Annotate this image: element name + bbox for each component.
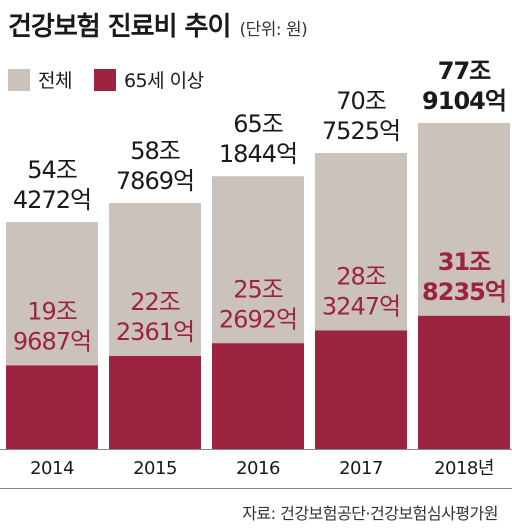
chart-header: 건강보험 진료비 추이 (단위: 원)	[8, 6, 308, 43]
label-total-2014-1: 4272억	[13, 186, 91, 214]
x-tick-2017: 2017	[339, 458, 383, 479]
label-total-2014-0: 54조	[27, 156, 77, 184]
unit-label: (단위: 원)	[239, 20, 308, 40]
bar-senior-2017	[315, 330, 407, 449]
legend-swatch-senior	[93, 68, 116, 91]
label-total-2018년-1: 9104억	[422, 87, 506, 115]
bar-senior-2014	[6, 365, 98, 449]
label-senior-2014-0: 19조	[27, 297, 77, 325]
source-note: 자료: 건강보험공단·건강보험심사평가원	[242, 504, 498, 523]
label-senior-2015-0: 22조	[130, 288, 180, 316]
label-senior-2017-1: 3247억	[322, 292, 400, 320]
label-senior-2018년-1: 8235억	[422, 278, 506, 306]
legend-swatch-total	[8, 68, 30, 91]
label-total-2016-0: 65조	[233, 110, 283, 138]
x-tick-2015: 2015	[133, 458, 177, 479]
label-total-2018년-0: 77조	[438, 57, 491, 85]
bar-senior-2018년	[418, 315, 510, 449]
bar-senior-2016	[212, 343, 304, 449]
label-senior-2014-1: 9687억	[13, 327, 91, 355]
label-senior-2016-1: 2692억	[219, 305, 297, 333]
label-senior-2017-0: 28조	[336, 262, 386, 290]
label-total-2015-1: 7869억	[116, 167, 194, 195]
x-tick-2016: 2016	[236, 458, 280, 479]
legend-label-senior: 65세 이상	[123, 70, 204, 92]
label-senior-2016-0: 25조	[233, 275, 283, 303]
label-total-2016-1: 1844억	[219, 140, 297, 168]
label-senior-2015-1: 2361억	[116, 318, 194, 346]
x-tick-2014: 2014	[30, 458, 74, 479]
label-senior-2018년-0: 31조	[438, 248, 491, 276]
label-total-2015-0: 58조	[130, 137, 180, 165]
label-total-2017-0: 70조	[336, 87, 386, 115]
label-total-2017-1: 7525억	[322, 117, 400, 145]
chart-title: 건강보험 진료비 추이	[8, 12, 231, 42]
bar-senior-2015	[109, 355, 201, 449]
legend-label-total: 전체	[38, 70, 72, 92]
x-tick-2018년: 2018년	[434, 458, 494, 479]
legend: 전체 65세 이상	[8, 66, 226, 93]
